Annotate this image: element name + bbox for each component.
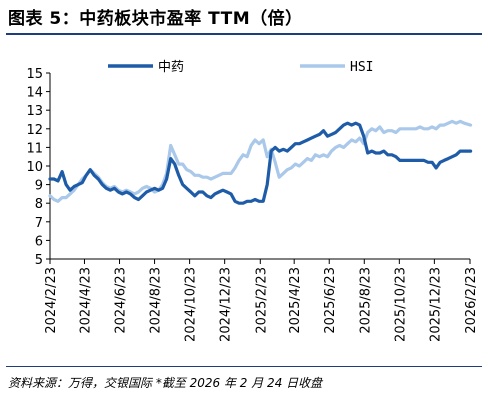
y-tick-label: 6	[35, 234, 43, 249]
y-axis: 5 6 7 8 9 10 11 12 13 14 15	[26, 67, 51, 268]
x-tick-label: 2024/10/23	[184, 267, 199, 342]
title-divider	[6, 33, 482, 35]
chart-area: 5 6 7 8 9 10 11 12 13 14 15 2024/2/23 2024/4/23 2024…	[0, 40, 488, 360]
x-tick-label: 2025/4/23	[288, 267, 303, 334]
y-tick-label: 5	[35, 253, 43, 268]
x-tick-label: 2024/8/23	[149, 267, 164, 334]
y-tick-label: 15	[26, 67, 43, 82]
series-layer	[48, 119, 473, 205]
x-tick-label: 2025/8/23	[358, 267, 373, 334]
source-note: 资料来源：万得，交银国际 *截至 2026 年 2 月 24 日收盘	[8, 376, 323, 390]
bottom-divider	[6, 366, 482, 367]
y-tick-label: 8	[35, 197, 43, 212]
x-tick-label: 2025/12/23	[428, 267, 443, 342]
legend-label-HSI: HSI	[350, 60, 373, 75]
x-tick-label: 2025/2/23	[254, 267, 269, 334]
x-tick-label: 2024/6/23	[114, 267, 129, 334]
x-tick-label: 2025/10/23	[393, 267, 408, 342]
legend: 中药 HSI	[108, 60, 373, 75]
legend-label-中药: 中药	[158, 60, 184, 75]
y-tick-label: 14	[26, 86, 43, 101]
x-tick-label: 2025/6/23	[323, 267, 338, 334]
y-tick-label: 10	[26, 160, 43, 175]
y-tick-label: 13	[26, 104, 43, 119]
series-line-中药	[48, 121, 473, 205]
x-axis: 2024/2/23 2024/4/23 2024/6/23 2024/8/23 2024…	[44, 258, 479, 342]
series-line-HSI	[48, 119, 473, 203]
y-tick-label: 12	[26, 123, 43, 138]
x-tick-label: 2024/2/23	[44, 267, 59, 334]
y-tick-label: 9	[35, 179, 43, 194]
x-tick-label: 2024/12/23	[219, 267, 234, 342]
figure-title: 图表 5：中药板块市盈率 TTM（倍）	[8, 9, 303, 29]
x-tick-label: 2024/4/23	[78, 267, 93, 334]
y-tick-label: 7	[35, 216, 43, 231]
y-tick-label: 11	[26, 141, 43, 156]
x-tick-label: 2026/2/23	[464, 267, 479, 334]
